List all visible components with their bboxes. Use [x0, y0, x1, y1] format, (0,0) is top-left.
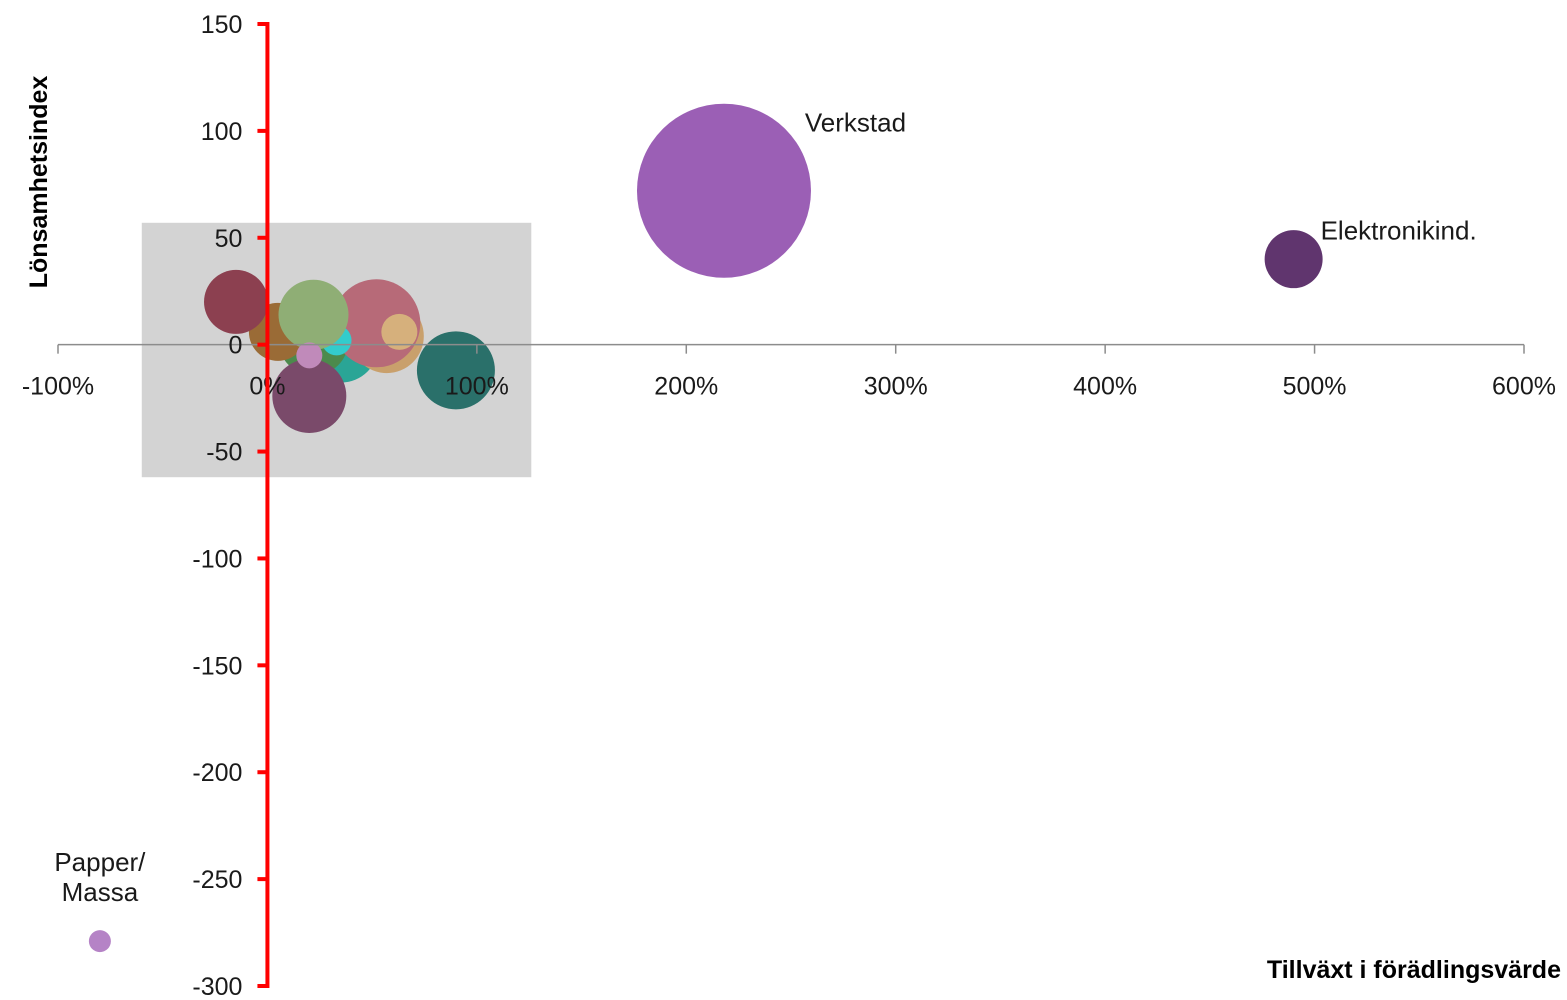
y-tick-label: 0	[229, 332, 243, 360]
bubble	[1264, 230, 1323, 289]
bubble	[272, 358, 347, 433]
bubble-label: Elektronikind.	[1321, 215, 1477, 245]
bubble	[381, 313, 418, 350]
x-tick-label: 500%	[1283, 373, 1347, 401]
bubble-labels-layer: Verkstad Elektronikind. Papper/Massa	[54, 108, 1476, 908]
bubble	[296, 342, 323, 369]
x-axis-ticks: -100%0%100%200%300%400%500%600%	[22, 344, 1556, 401]
x-tick-label: 200%	[654, 373, 718, 401]
x-tick-label: -100%	[22, 373, 94, 401]
bubble	[278, 279, 349, 350]
y-tick-label: 100	[201, 118, 243, 146]
y-tick-label: 150	[201, 11, 243, 39]
y-tick-label: -300	[192, 973, 242, 1000]
y-tick-label: -50	[206, 439, 242, 467]
y-axis-title: Lönsamhetsindex	[25, 76, 53, 289]
y-tick-label: -100	[192, 545, 242, 573]
bubble-label: Verkstad	[805, 108, 906, 138]
x-tick-label: 600%	[1492, 373, 1556, 401]
y-tick-label: 50	[215, 225, 243, 253]
x-tick-label: 100%	[445, 373, 509, 401]
bubble-label: Papper/Massa	[54, 847, 146, 907]
bubbles-layer	[88, 103, 1323, 953]
x-tick-label: 400%	[1073, 373, 1137, 401]
x-tick-label: 300%	[864, 373, 928, 401]
bubble	[204, 269, 269, 334]
bubble	[88, 930, 111, 953]
y-tick-label: -250	[192, 866, 242, 894]
bubble	[416, 331, 495, 410]
x-axis-title: Tillväxt i förädlingsvärde	[1267, 956, 1561, 984]
y-tick-label: -150	[192, 652, 242, 680]
y-tick-label: -200	[192, 759, 242, 787]
y-axis-ticks: 150 100 50 0 -50 -100 -150 -200 -250 -300	[192, 11, 268, 1000]
bubble	[636, 103, 811, 278]
